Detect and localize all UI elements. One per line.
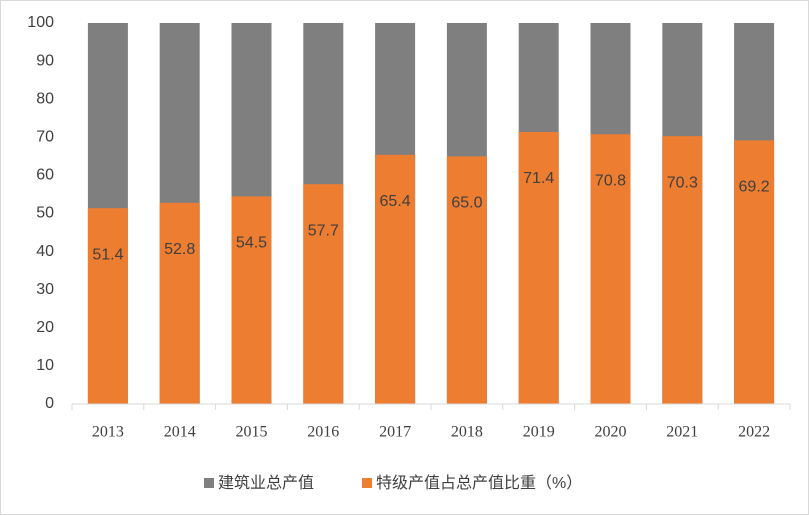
x-tick-label: 2018 [451, 424, 483, 441]
bar [662, 136, 703, 405]
y-tick-label: 40 [36, 243, 54, 260]
bar [590, 134, 631, 404]
bar [87, 208, 128, 404]
data-label: 57.7 [308, 222, 339, 239]
data-label: 65.4 [380, 193, 411, 210]
x-tick-label: 2021 [666, 424, 698, 441]
y-tick-label: 30 [36, 281, 54, 298]
data-label: 70.3 [667, 174, 698, 191]
data-label: 70.8 [595, 172, 626, 189]
data-label: 54.5 [236, 235, 267, 252]
data-label: 65.0 [451, 195, 482, 212]
x-tick-label: 2019 [523, 424, 555, 441]
x-tick-label: 2015 [236, 424, 268, 441]
y-tick-label: 20 [36, 319, 54, 336]
x-tick-label: 2017 [379, 424, 411, 441]
bar [518, 131, 559, 404]
legend-swatch [204, 478, 214, 488]
data-label: 71.4 [523, 170, 554, 187]
data-label: 51.4 [92, 246, 123, 263]
bar [159, 202, 200, 404]
y-tick-label: 70 [36, 129, 54, 146]
data-label: 69.2 [739, 179, 770, 196]
y-tick-label: 90 [36, 52, 54, 69]
y-tick-label: 60 [36, 167, 54, 184]
data-label: 52.8 [164, 241, 195, 258]
y-tick-label: 10 [36, 357, 54, 374]
legend-swatch [362, 478, 372, 488]
x-tick-label: 2020 [595, 424, 627, 441]
legend-label: 建筑业总产值 [218, 474, 314, 492]
bar [734, 140, 775, 404]
y-tick-label: 80 [36, 90, 54, 107]
y-tick-label: 50 [36, 205, 54, 222]
y-tick-label: 0 [45, 395, 54, 412]
bar [231, 196, 272, 404]
bar [303, 184, 344, 404]
x-tick-label: 2016 [307, 424, 339, 441]
bar [446, 156, 487, 404]
x-tick-label: 2014 [164, 424, 196, 441]
legend-label: 特级产值占总产值比重（%） [376, 474, 582, 492]
x-tick-label: 2022 [738, 424, 770, 441]
x-tick-label: 2013 [92, 424, 124, 441]
y-tick-label: 100 [27, 14, 54, 31]
bar [375, 154, 416, 404]
